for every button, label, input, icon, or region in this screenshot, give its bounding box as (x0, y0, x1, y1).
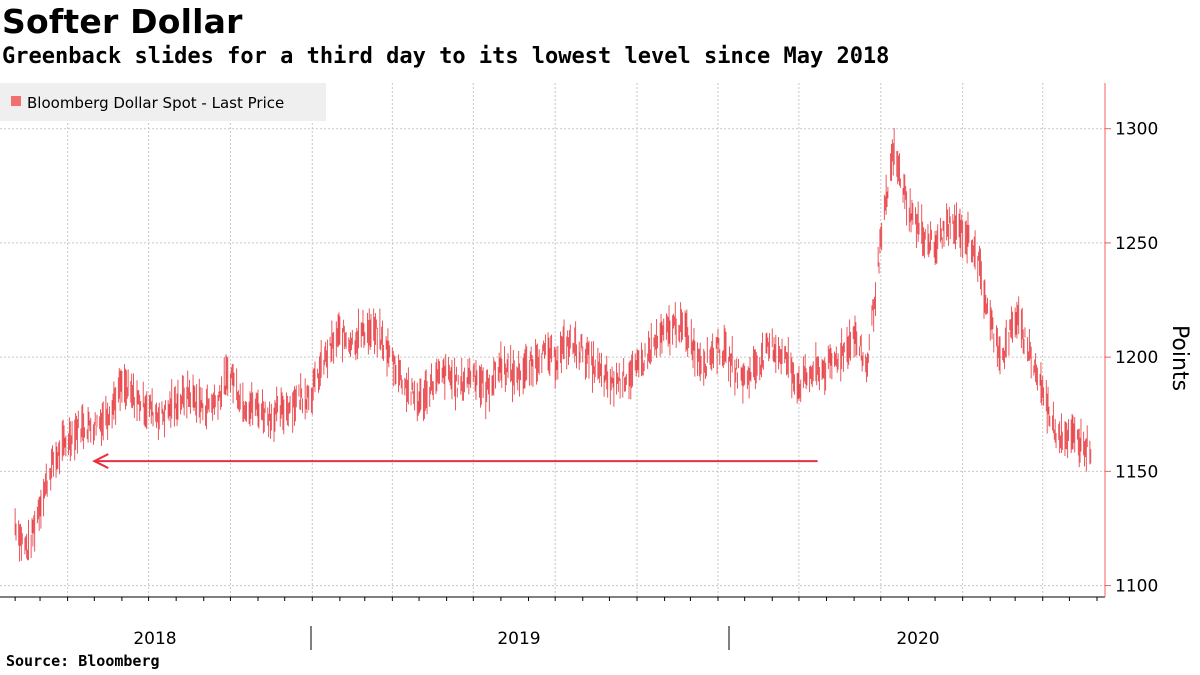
x-year-label: 2020 (896, 629, 939, 649)
axis-layer: 1100 1150 1200 1250 1300 2018 2019 2020 (0, 83, 1158, 650)
source-note: Source: Bloomberg (6, 652, 160, 670)
y-tick-label: 1250 (1115, 234, 1158, 254)
legend-swatch (11, 96, 21, 106)
annotation-layer (92, 453, 818, 469)
y-tick-label: 1200 (1115, 348, 1158, 368)
grid-layer (0, 83, 1105, 597)
chart-title: Softer Dollar (2, 2, 243, 41)
y-tick-label: 1300 (1115, 120, 1158, 140)
y-tick-label: 1100 (1115, 577, 1158, 597)
series-layer (14, 128, 1092, 562)
y-axis-title: Points (1167, 325, 1192, 391)
annotation-arrowhead (92, 453, 109, 469)
y-tick-label: 1150 (1115, 462, 1158, 482)
x-year-label: 2019 (497, 629, 540, 649)
x-year-label: 2018 (133, 629, 176, 649)
chart-subtitle: Greenback slides for a third day to its … (2, 44, 890, 69)
legend: Bloomberg Dollar Spot - Last Price (0, 83, 326, 121)
legend-background (0, 83, 326, 121)
legend-entry: Bloomberg Dollar Spot - Last Price (27, 94, 284, 112)
